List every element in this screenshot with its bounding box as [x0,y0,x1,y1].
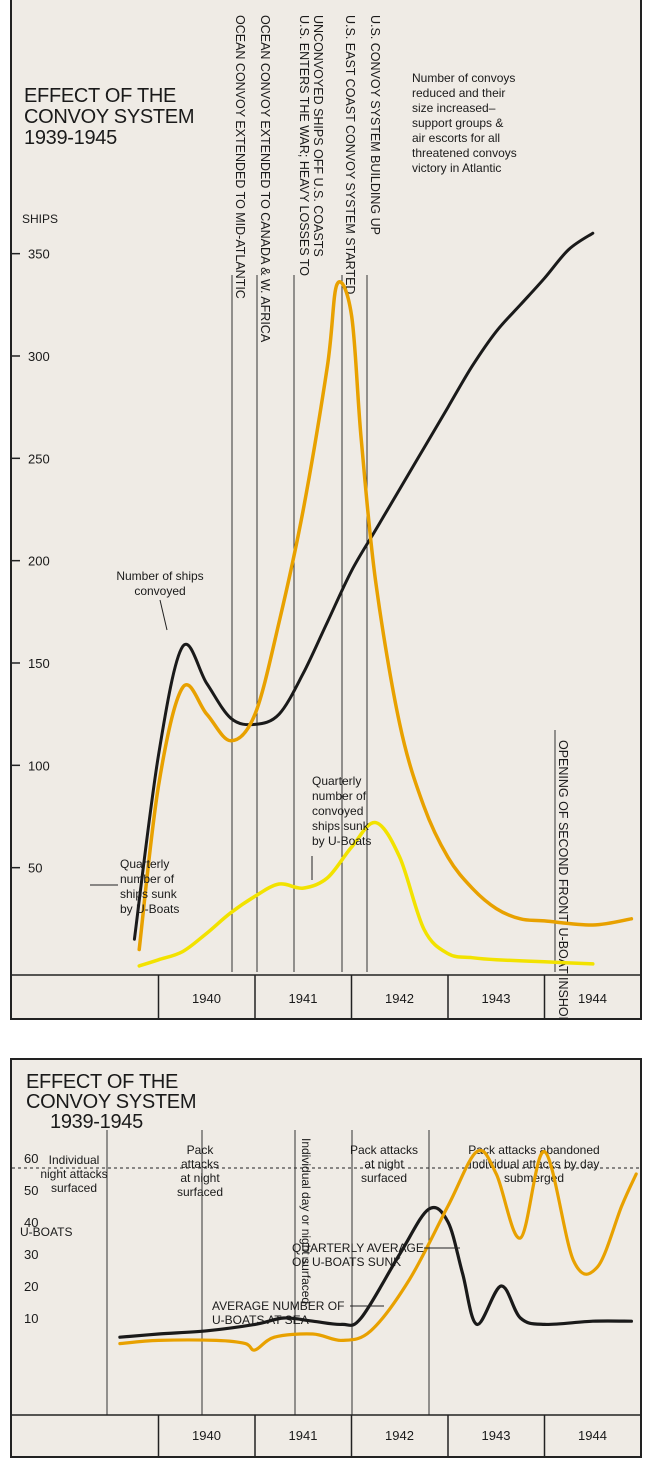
label-leader [159,599,168,631]
event-label: U.S. ENTERS THE WAR; HEAVY LOSSES TOUNCO… [297,15,325,276]
event-label: OCEAN CONVOY EXTENDED TO MID-ATLANTIC [233,15,247,299]
event-label: OPENING OF SECOND FRONT; U-BOAT INSHORE … [556,740,570,1020]
phase-label: Individual night attacks surfaced [40,1153,107,1195]
y-tick-label: 350 [28,247,50,262]
note-annotation: Number of convoys reduced and their size i… [412,71,517,175]
label-convoyed-sunk: Quarterly number of convoyed ships sunk by U… [312,774,371,848]
x-tick-label: 1941 [289,1428,318,1443]
series-line [118,1148,638,1352]
y-tick-label: 300 [28,349,50,364]
y-tick-label: 250 [28,451,50,466]
x-tick-label: 1940 [192,991,221,1006]
chart-title-line2: CONVOY SYSTEM [26,1091,196,1113]
y-tick-label: 100 [28,758,50,773]
x-tick-label: 1941 [289,991,318,1006]
phase-label: Pack attacks abandoned Individual attacks… [468,1143,599,1185]
label-ships-convoyed: Number of ships convoyed [116,569,203,598]
y-tick-label: 40 [24,1215,38,1230]
label-uboats-sunk: QUARTERLY AVERAGE OF U-BOATS SUNK [292,1241,424,1269]
series-line [137,820,595,968]
phase-label: Pack attacks at night surfaced [177,1143,223,1199]
x-tick-label: 1942 [385,991,414,1006]
series-line [118,1205,633,1339]
bottom-chart-panel: EFFECT OF THE CONVOY SYSTEM 1939-1945 U-BOA… [10,1058,642,1458]
label-ships-sunk: Quarterly number of ships sunk by U-Boats [120,857,179,916]
phase-label: Individual day or night surfaced [299,1138,313,1304]
y-tick-label: 200 [28,554,50,569]
y-tick-label: 30 [24,1247,38,1262]
y-tick-label: 20 [24,1279,38,1294]
chart-title: EFFECT OF THE [24,85,176,107]
y-tick-label: 150 [28,656,50,671]
y-tick-label: 50 [24,1183,38,1198]
y-axis-label: U-BOATS [20,1225,72,1239]
x-tick-label: 1944 [578,1428,607,1443]
x-tick-label: 1940 [192,1428,221,1443]
y-tick-label: 50 [28,861,42,876]
y-tick-label: 10 [24,1311,38,1326]
series-line [137,280,634,952]
top-chart-panel: EFFECT OF THE CONVOY SYSTEM 1939-1945 SHIPS… [10,0,642,1020]
chart-subtitle: 1939-1945 [50,1111,143,1133]
x-tick-label: 1943 [482,1428,511,1443]
chart-subtitle: 1939-1945 [24,127,117,149]
label-uboats-sea: AVERAGE NUMBER OF U-BOATS AT SEA [212,1299,344,1327]
x-tick-label: 1942 [385,1428,414,1443]
phase-label: Pack attacks at night surfaced [350,1143,418,1185]
event-label: OCEAN CONVOY EXTENDED TO CANADA & W. AFR… [258,15,272,343]
y-axis-label: SHIPS [22,212,58,226]
chart-title-line2: CONVOY SYSTEM [24,106,194,128]
y-tick-label: 60 [24,1151,38,1166]
event-label: U.S. CONVOY SYSTEM BUILDING UP [368,15,382,235]
chart-title: EFFECT OF THE [26,1071,178,1093]
x-tick-label: 1943 [482,991,511,1006]
series-line [132,231,595,941]
x-tick-label: 1944 [578,991,607,1006]
event-label: U.S. EAST COAST CONVOY SYSTEM STARTED [343,15,357,294]
